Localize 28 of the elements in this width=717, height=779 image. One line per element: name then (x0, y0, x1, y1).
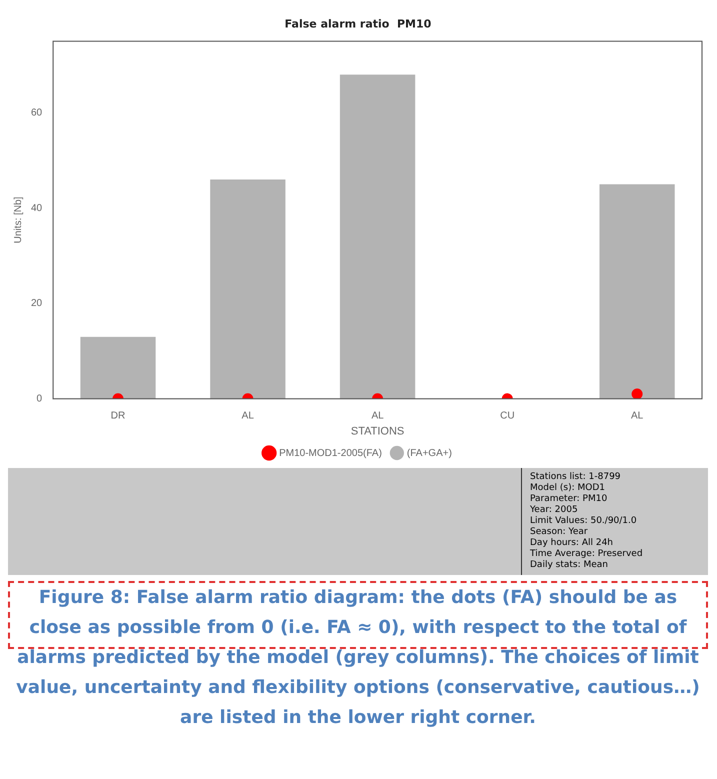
y-tick-label: 60 (31, 107, 43, 118)
text: Season: Year (530, 527, 589, 538)
bar (599, 184, 675, 399)
legend-label: (FA+GA+) (406, 448, 452, 459)
y-tick-label: 0 (36, 394, 43, 405)
text: Model (s): MOD1 (530, 483, 606, 494)
y-tick-label: 20 (31, 298, 43, 310)
caption: Figure 8: False alarm ratio diagram: the dots (FA) should be as close as possible from 0 (i.e. FA ≈ 0), with respect to the total of alarms predicted by the model (grey columns). The choices of limit value, uncertainty and flexibility options (conservative, cautious…) are listed in the lower right corner. (15, 586, 701, 730)
y-tick-label: 40 (31, 202, 43, 214)
x-tick-label: DR (110, 410, 126, 422)
text: Time Average: Preserved (530, 549, 644, 560)
x-tick-label: AL (630, 410, 644, 422)
chart-title: False alarm ratio PM10 (284, 17, 432, 30)
text: Stations list: 1-8799 (530, 472, 622, 483)
text: Day hours: All 24h (530, 538, 614, 549)
x-tick-label: AL (242, 410, 254, 422)
text: Parameter: PM10 (530, 494, 608, 505)
x-tick-label: AL (371, 410, 384, 422)
text: Limit Values: 50./90/1.0 (530, 516, 638, 527)
x-tick-label: CU (500, 410, 515, 422)
legend-label: PM10-MOD1-2005(FA) (279, 448, 382, 459)
x-axis-title: STATIONS (350, 425, 404, 438)
bar (80, 336, 156, 399)
y-axis-title: Units: [Nb] (12, 196, 24, 244)
text: Year: 2005 (530, 505, 579, 516)
bar (210, 179, 286, 399)
text: Daily stats: Mean (530, 560, 609, 571)
bar (340, 74, 416, 399)
